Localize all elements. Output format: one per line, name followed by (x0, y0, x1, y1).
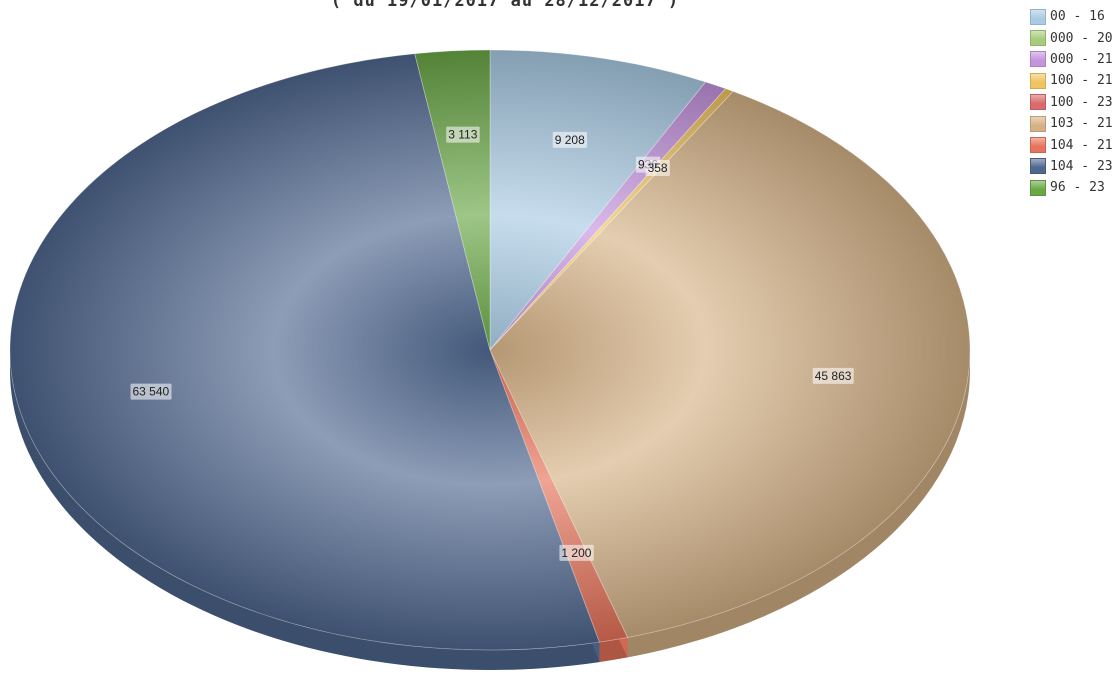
svg-text:3 113: 3 113 (448, 128, 477, 142)
legend-label: 104 - 23 (1050, 158, 1113, 174)
legend-swatch (1030, 137, 1046, 154)
legend-label: 100 - 21 (1050, 73, 1113, 89)
legend-swatch (1030, 94, 1046, 111)
legend-label: 103 - 21 (1050, 116, 1113, 132)
legend-swatch (1030, 8, 1046, 25)
legend-swatch (1030, 115, 1046, 132)
legend-item-000-20[interactable]: 000 - 20 (1030, 27, 1118, 48)
legend-item-104-21[interactable]: 104 - 21 (1030, 134, 1118, 155)
slice-side-103-21 (627, 350, 971, 658)
slice-side-104-21 (599, 637, 628, 663)
data-label-103-21: 45 863 (812, 367, 854, 384)
data-label-104-21: 1 200 (559, 544, 594, 561)
slice-104-21[interactable] (489, 349, 629, 643)
svg-text:358: 358 (648, 161, 668, 175)
legend-item-000-21[interactable]: 000 - 21 (1030, 49, 1118, 70)
data-label-104-23: 63 540 (130, 383, 172, 400)
slice-104-23[interactable] (9, 53, 600, 651)
slice-100-21[interactable] (489, 88, 734, 351)
legend-label: 104 - 21 (1050, 137, 1113, 153)
slice-00-16[interactable] (489, 49, 707, 352)
legend-item-100-21[interactable]: 100 - 21 (1030, 70, 1118, 91)
data-label-00-16: 9 208 (552, 131, 588, 148)
svg-text:45 863: 45 863 (815, 369, 852, 383)
data-label-100-21: 358 (645, 159, 670, 176)
legend-label: 000 - 21 (1050, 51, 1113, 67)
slice-000-21[interactable] (489, 81, 727, 351)
legend-label: 100 - 23 (1050, 94, 1113, 110)
legend-item-96-23[interactable]: 96 - 23 (1030, 177, 1118, 198)
legend-item-00-16[interactable]: 00 - 16 (1030, 6, 1118, 27)
slice-103-21[interactable] (489, 90, 971, 638)
legend-item-100-23[interactable]: 100 - 23 (1030, 92, 1118, 113)
legend-item-104-23[interactable]: 104 - 23 (1030, 156, 1118, 177)
chart-title: ( du 19/01/2017 au 28/12/2017 ) (330, 0, 680, 11)
legend-label: 000 - 20 (1050, 30, 1113, 46)
legend-swatch (1030, 179, 1046, 196)
data-label-96-23: 3 113 (446, 126, 480, 143)
legend-label: 00 - 16 (1050, 9, 1105, 25)
legend-label: 96 - 23 (1050, 180, 1105, 196)
svg-text:63 540: 63 540 (133, 385, 170, 399)
legend: 00 - 16 000 - 20 000 - 21 100 - 21 100 - 23 1… (1030, 6, 1118, 199)
legend-swatch (1030, 158, 1046, 175)
legend-swatch (1030, 30, 1046, 47)
pie-slices (9, 49, 971, 651)
legend-item-103-21[interactable]: 103 - 21 (1030, 113, 1118, 134)
slice-96-23[interactable] (414, 49, 491, 351)
legend-swatch (1030, 72, 1046, 89)
legend-swatch (1030, 51, 1046, 68)
svg-text:9 208: 9 208 (555, 133, 585, 147)
svg-text:1 200: 1 200 (561, 546, 591, 560)
